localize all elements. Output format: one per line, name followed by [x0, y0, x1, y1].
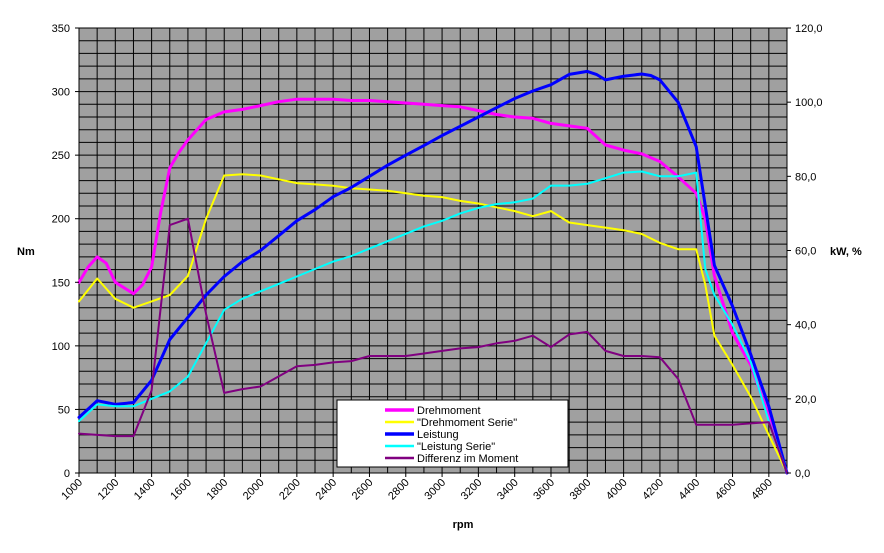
x-tick-label: 2400: [313, 477, 339, 503]
x-tick-label: 4000: [604, 477, 630, 503]
y-left-tick-label: 50: [58, 404, 70, 416]
x-tick-label: 1200: [96, 477, 122, 503]
x-tick-label: 3200: [459, 477, 485, 503]
series-line-2: [78, 173, 788, 474]
y-left-tick-label: 350: [52, 23, 70, 35]
legend-entry: "Leistung Serie": [417, 441, 495, 453]
x-tick-label: 2200: [277, 477, 303, 503]
y-left-tick-label: 300: [52, 87, 70, 99]
y-left-tick-label: 200: [52, 214, 70, 226]
y-left-tick-label: 250: [52, 150, 70, 162]
x-tick-label: 4800: [749, 477, 775, 503]
y-axis-right-ticks: 0,0 20,0 40,0 60,0 80,0 100,0 120,0: [787, 23, 823, 480]
x-tick-label: 4200: [640, 477, 666, 503]
x-tick-label: 4600: [713, 477, 739, 503]
legend-entry: Leistung: [417, 429, 459, 441]
y-right-tick-label: 0,0: [795, 468, 810, 480]
y-axis-left-title: Nm: [17, 246, 35, 258]
x-tick-label: 2000: [241, 477, 267, 503]
y-right-tick-label: 100,0: [795, 97, 823, 109]
y-right-tick-label: 60,0: [795, 246, 816, 258]
x-tick-label: 2800: [386, 477, 412, 503]
series-layer: [77, 69, 789, 475]
x-axis-ticks: 1000 1200 1400 1600 1800 2000 2200 2400 2600 2800…: [59, 473, 775, 502]
x-tick-label: 1600: [168, 477, 194, 503]
series-line-3: [77, 69, 789, 475]
series-line-1: [77, 97, 789, 475]
y-axis-right-title: kW, %: [830, 246, 862, 258]
legend-entry: Differenz im Moment: [417, 453, 518, 465]
x-tick-label: 1000: [59, 477, 85, 503]
x-tick-label: 1400: [132, 477, 158, 503]
x-tick-label: 3800: [568, 477, 594, 503]
y-left-tick-label: 0: [64, 468, 70, 480]
legend-entry: Drehmoment: [417, 405, 481, 417]
y-left-tick-label: 150: [52, 277, 70, 289]
y-right-tick-label: 40,0: [795, 320, 816, 332]
y-right-tick-label: 120,0: [795, 23, 823, 35]
series-line-5: [78, 217, 788, 474]
y-right-tick-label: 20,0: [795, 394, 816, 406]
y-axis-left-ticks: 0 50 100 150 200 250 300 350: [52, 23, 79, 480]
x-tick-label: 3400: [495, 477, 521, 503]
legend-box: [336, 399, 569, 468]
x-tick-label: 3000: [422, 477, 448, 503]
y-right-tick-label: 80,0: [795, 171, 816, 183]
x-tick-label: 2600: [350, 477, 376, 503]
y-left-tick-label: 100: [52, 341, 70, 353]
legend-entry: "Drehmoment Serie": [417, 417, 517, 429]
series-line-4: [78, 170, 788, 474]
x-axis-title: rpm: [453, 519, 474, 531]
x-tick-label: 3600: [531, 477, 557, 503]
x-tick-label: 4400: [677, 477, 703, 503]
x-tick-label: 1800: [205, 477, 231, 503]
legend: Drehmoment"Drehmoment Serie"Leistung"Lei…: [336, 399, 569, 468]
